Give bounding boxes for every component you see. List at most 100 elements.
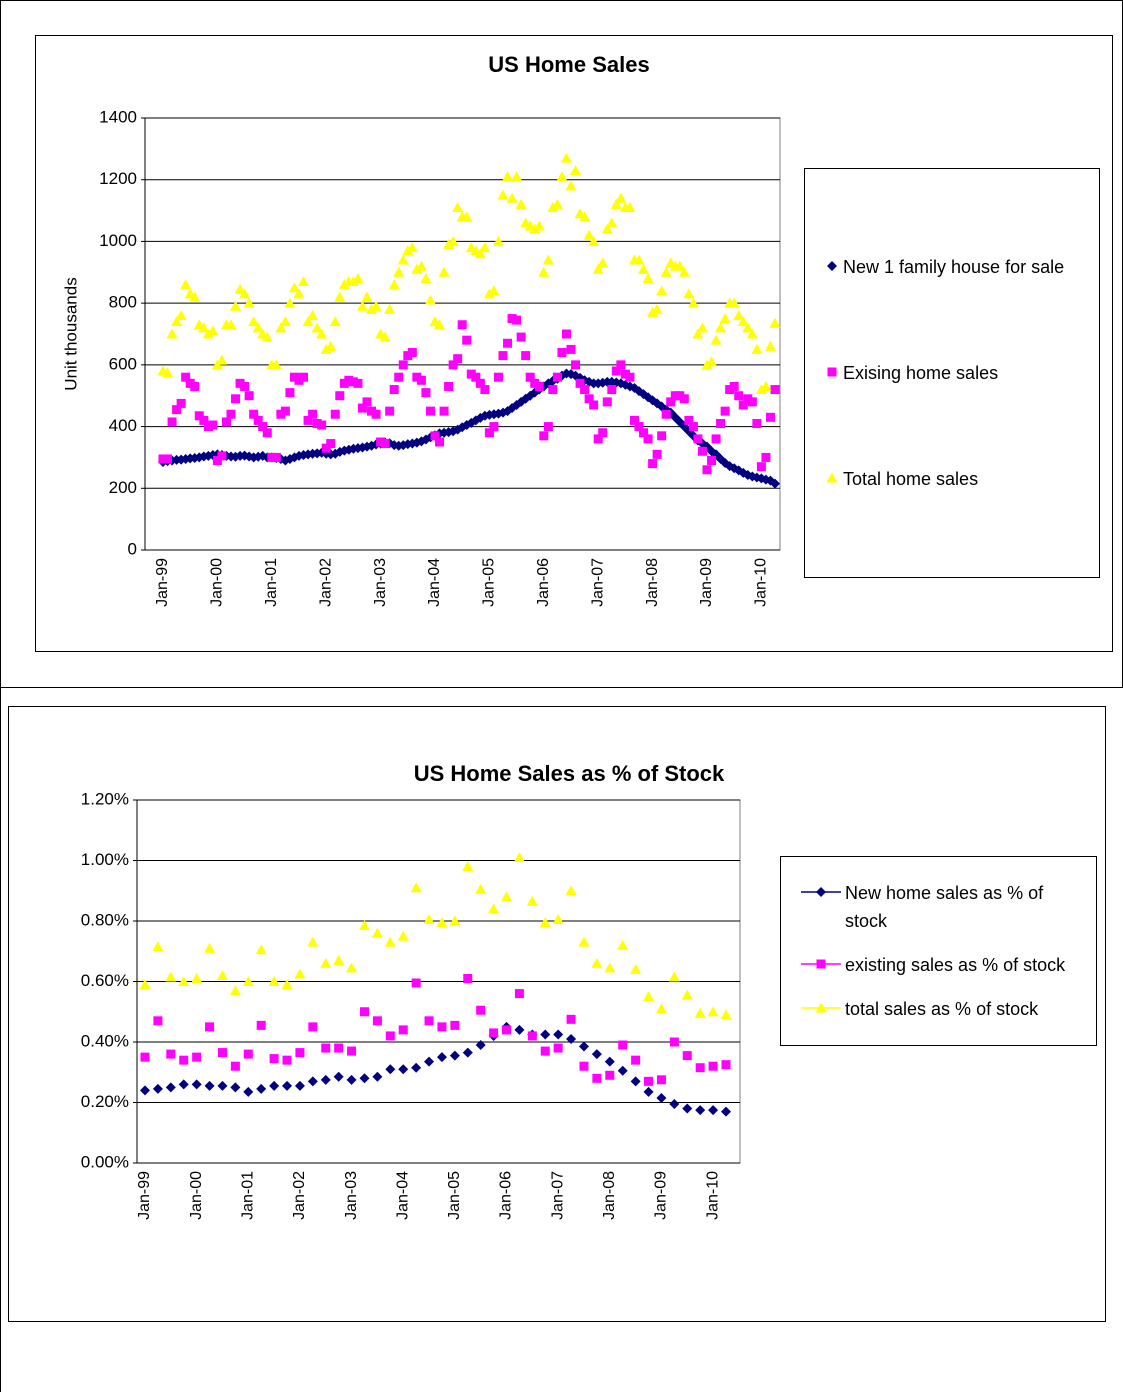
point xyxy=(695,1063,705,1073)
point xyxy=(243,1049,253,1059)
point xyxy=(271,452,281,462)
point xyxy=(638,263,650,274)
point xyxy=(656,1092,667,1103)
point xyxy=(670,391,680,401)
point xyxy=(526,895,538,906)
point xyxy=(743,394,753,404)
legend-label: Total home sales xyxy=(843,469,979,489)
point xyxy=(443,239,455,250)
point xyxy=(436,1052,447,1063)
x-tick-label: Jan-00 xyxy=(209,558,226,607)
point xyxy=(755,384,767,395)
point xyxy=(267,452,277,462)
point xyxy=(729,381,739,391)
point xyxy=(575,378,585,388)
point xyxy=(270,359,282,370)
point xyxy=(398,1064,409,1075)
point xyxy=(307,936,319,947)
point xyxy=(655,1003,667,1014)
point xyxy=(248,316,260,327)
legend-marker xyxy=(815,1002,827,1013)
point xyxy=(303,415,313,425)
point xyxy=(307,1076,318,1087)
point xyxy=(583,229,595,240)
point xyxy=(601,223,613,234)
point xyxy=(480,385,490,395)
point xyxy=(280,406,290,416)
point xyxy=(439,406,449,416)
point xyxy=(579,1061,589,1071)
point xyxy=(321,1043,331,1053)
point xyxy=(533,220,545,231)
point xyxy=(181,372,191,382)
point xyxy=(651,303,663,314)
point xyxy=(598,428,608,438)
point xyxy=(346,1074,357,1085)
point xyxy=(167,417,177,427)
point xyxy=(584,394,594,404)
point xyxy=(394,372,404,382)
point xyxy=(302,316,314,327)
point xyxy=(682,1051,692,1061)
point xyxy=(239,288,251,299)
point xyxy=(483,288,495,299)
point xyxy=(448,360,458,370)
point xyxy=(320,343,332,354)
point xyxy=(199,415,209,425)
point xyxy=(294,968,306,979)
point xyxy=(192,1052,202,1062)
point xyxy=(634,422,644,432)
point xyxy=(320,957,332,968)
point xyxy=(421,388,431,398)
point xyxy=(765,412,775,422)
point xyxy=(625,372,635,382)
point xyxy=(438,266,450,277)
point xyxy=(561,329,571,339)
point xyxy=(261,331,273,342)
point xyxy=(385,406,395,416)
point xyxy=(230,300,242,311)
point xyxy=(611,366,621,376)
point xyxy=(702,465,712,475)
point xyxy=(551,198,563,209)
point xyxy=(639,428,649,438)
point xyxy=(752,418,762,428)
point xyxy=(344,375,354,385)
point xyxy=(216,969,228,980)
point xyxy=(234,283,246,294)
point xyxy=(139,979,151,990)
point xyxy=(362,397,372,407)
point xyxy=(525,372,535,382)
point xyxy=(217,1080,228,1091)
point xyxy=(770,385,780,395)
legend-swatch xyxy=(826,472,838,483)
point xyxy=(615,192,627,203)
point xyxy=(474,248,486,259)
point xyxy=(475,1040,486,1051)
point xyxy=(657,431,667,441)
point xyxy=(295,1048,305,1058)
point xyxy=(217,451,227,461)
point xyxy=(397,930,409,941)
point xyxy=(359,1007,369,1017)
point xyxy=(269,1080,280,1091)
point xyxy=(589,400,599,410)
point xyxy=(371,927,383,938)
point xyxy=(694,1007,706,1018)
point xyxy=(471,372,481,382)
point xyxy=(346,962,358,973)
legend-swatch xyxy=(801,959,841,969)
point xyxy=(715,322,727,333)
point xyxy=(191,1079,202,1090)
point xyxy=(529,223,541,234)
point xyxy=(493,372,503,382)
point xyxy=(420,272,432,283)
point xyxy=(235,378,245,388)
point xyxy=(681,989,693,1000)
point xyxy=(198,322,210,333)
point xyxy=(430,431,440,441)
point xyxy=(424,1016,434,1026)
point xyxy=(371,409,381,419)
point xyxy=(604,1056,615,1067)
point xyxy=(268,976,280,986)
